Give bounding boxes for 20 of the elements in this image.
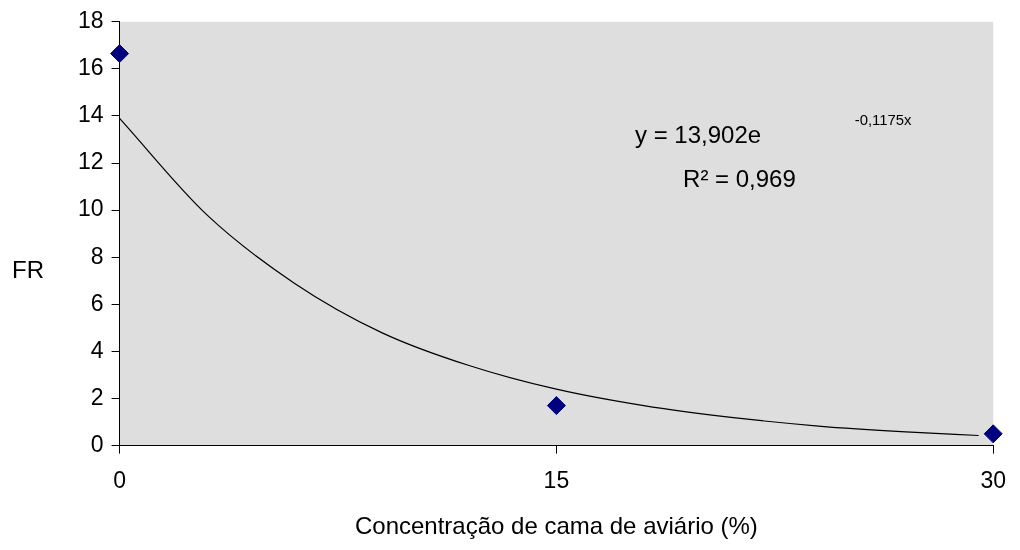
x-tick-label: 0 xyxy=(113,466,126,493)
point xyxy=(983,424,1003,444)
point xyxy=(546,396,566,416)
point xyxy=(110,44,130,64)
x-tick-label: 30 xyxy=(980,466,1007,493)
y-tick-label: 14 xyxy=(77,101,104,128)
y-tick-label: 12 xyxy=(77,148,104,175)
y-tick-label: 16 xyxy=(77,54,104,81)
y-tick-label: 2 xyxy=(90,383,104,410)
y-tick-label: 4 xyxy=(90,336,104,363)
y-tick-label: 0 xyxy=(90,430,104,457)
y-tick-label: 18 xyxy=(77,7,104,34)
y-tick-label: 10 xyxy=(77,195,104,222)
annotation: R² = 0,969 xyxy=(683,165,796,193)
x-axis-title: Concentração de cama de aviário (%) xyxy=(354,512,758,540)
text: y = 13,902e-0,1175x xyxy=(635,111,912,148)
y-tick-label: 8 xyxy=(90,242,104,269)
y-axis-title: FR xyxy=(12,256,44,284)
x-tick-label: 15 xyxy=(543,466,570,493)
y-tick-label: 6 xyxy=(90,289,104,316)
